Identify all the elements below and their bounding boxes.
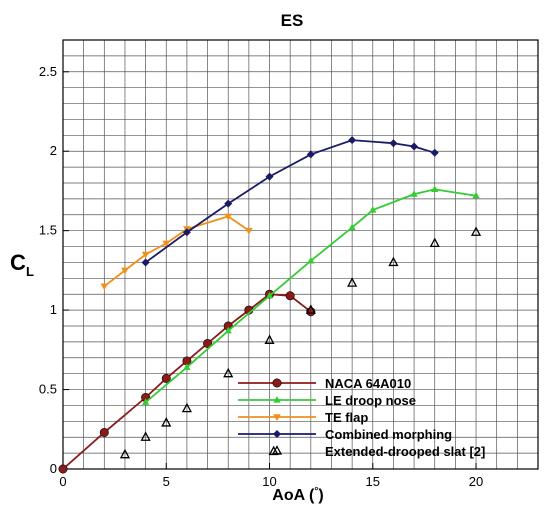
data-point [264,334,275,344]
data-point [141,258,150,267]
legend-label: NACA 64A010 [325,376,411,391]
x-axis-label-close: ) [318,487,323,504]
y-tick-label: 0.5 [39,382,57,397]
data-point [348,223,356,231]
legend-marker [273,430,281,438]
data-point [183,363,191,370]
y-tick-label: 1 [50,302,57,317]
data-point [347,277,358,287]
x-tick-label: 15 [366,474,380,489]
x-axis-label-unit: ° [314,486,318,497]
plot-frame [62,39,539,470]
y-tick-label: 0 [50,461,57,476]
y-tick-label: 2.5 [39,64,57,79]
data-point [140,431,151,441]
x-axis-label-main: AoA ( [272,487,315,504]
data-point [348,136,357,145]
x-tick-label: 10 [262,474,276,489]
x-tick-label: 20 [469,474,483,489]
data-point [182,228,191,237]
legend-item: LE droop nose [238,393,416,408]
legend-marker [273,414,281,421]
data-point [388,256,399,267]
data-point [369,206,377,213]
series-3 [141,136,439,267]
data-point [410,190,418,197]
data-point [224,326,232,334]
data-point [410,142,419,151]
data-point [431,185,439,192]
series-2 [100,213,253,291]
legend-label: LE droop nose [325,393,416,408]
data-point [203,338,213,348]
legend-item: Combined morphing [238,427,452,442]
grid-lines [63,40,538,469]
data-point [430,148,439,157]
data-point [162,240,171,248]
legend-marker [271,445,283,455]
data-point [121,267,129,275]
data-point [389,139,398,148]
x-tick-label: 5 [163,474,170,489]
series-group [58,136,482,474]
legend: NACA 64A010 LE droop nose TE flap Combined … [238,376,485,459]
data-point [181,402,192,413]
legend-item: Extended-drooped slat [2] [271,444,485,459]
data-point [285,291,295,301]
y-axis-ticks: 0 0.5 1 1.5 2 2.5 [39,64,69,476]
y-axis-label-subscript: L [26,264,34,279]
data-point [305,304,316,314]
data-point [306,150,315,159]
x-axis-ticks: 0 5 10 15 20 [59,463,483,489]
y-tick-label: 1.5 [39,223,57,238]
y-axis-label: C [10,250,26,275]
data-point [161,373,171,383]
data-point [245,227,253,235]
legend-item: TE flap [238,410,368,425]
data-point [265,172,274,181]
legend-marker [272,378,282,388]
legend-label: TE flap [325,410,368,425]
series-line [103,215,250,287]
data-point [58,464,68,474]
legend-label: Combined morphing [325,427,452,442]
series-1 [142,185,480,405]
data-point [224,213,233,221]
data-point [99,427,109,437]
data-point [223,367,234,378]
data-point [224,199,233,208]
y-tick-label: 2 [50,143,57,158]
data-point [119,448,131,459]
data-point [265,291,274,299]
data-point [472,191,480,199]
data-point [100,283,109,291]
data-point [470,226,482,236]
data-point [142,398,150,405]
data-point [141,251,150,259]
legend-label: Extended-drooped slat [2] [325,444,485,459]
series-4 [119,226,482,459]
x-tick-label: 0 [59,474,66,489]
series-line [145,188,477,403]
data-point [429,237,440,248]
legend-marker [273,396,281,403]
x-axis-label: AoA (°) [272,486,323,504]
legend-item: NACA 64A010 [238,376,411,391]
data-point [161,417,172,427]
chart-title: ES [281,11,304,30]
data-point [307,256,315,264]
